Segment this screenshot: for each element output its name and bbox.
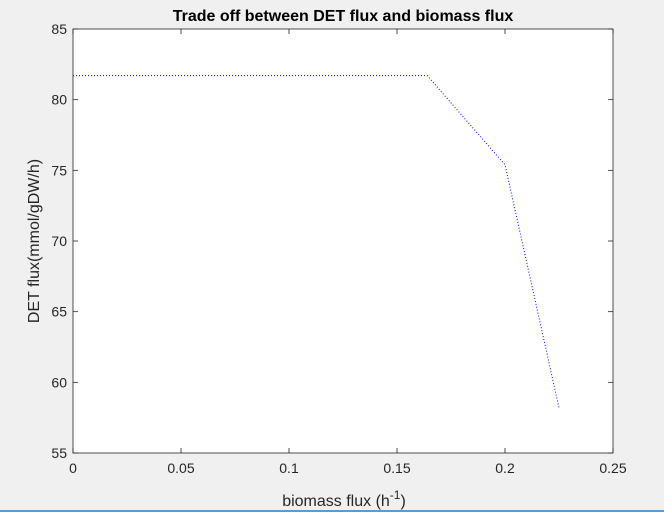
window-bottom-border (0, 510, 664, 512)
y-tick-label: 65 (51, 304, 67, 320)
x-axis-label: biomass flux (h-1) (282, 488, 406, 510)
x-axis-label-superscript: -1 (390, 488, 401, 502)
y-axis-label: DET flux(mmol/gDW/h) (26, 159, 43, 323)
y-tick-label: 80 (51, 92, 67, 108)
x-tick-label: 0.2 (495, 460, 515, 476)
y-tick-label: 60 (51, 374, 67, 390)
x-axis-label-suffix: ) (400, 493, 405, 510)
series-line (73, 75, 560, 408)
series-group (73, 75, 560, 408)
chart-title: Trade off between DET flux and biomass f… (173, 8, 514, 25)
plot-area (73, 29, 613, 453)
x-tick-label: 0.1 (279, 460, 299, 476)
x-tick-label: 0.15 (383, 460, 410, 476)
x-tick-label: 0.05 (167, 460, 194, 476)
x-tick-label: 0.25 (599, 460, 626, 476)
y-tick-label: 70 (51, 233, 67, 249)
y-tick-label: 75 (51, 162, 67, 178)
y-tick-label: 85 (51, 21, 67, 37)
ticks-group: 0 0.05 0.1 0.15 0.2 0.25 55 60 65 70 75 80 85 (51, 21, 626, 476)
x-tick-label: 0 (69, 460, 77, 476)
y-tick-label: 55 (51, 445, 67, 461)
x-axis-label-main: biomass flux (h (282, 493, 390, 510)
plot-frame (72, 28, 614, 454)
